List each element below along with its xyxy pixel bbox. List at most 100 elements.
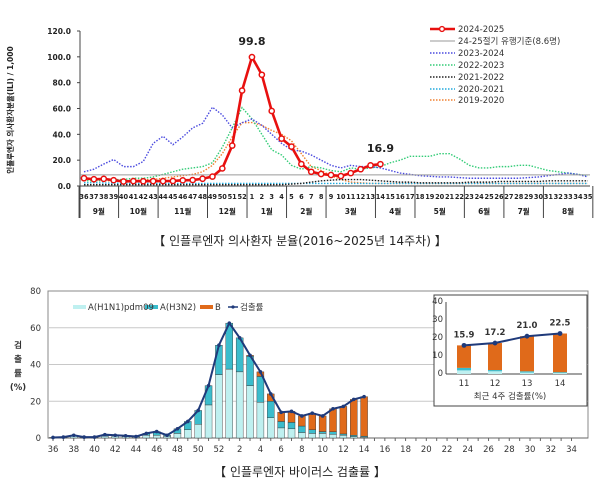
month-label: 3월 [345, 206, 357, 216]
data-point [307, 168, 315, 176]
x-tick-label: 52 [214, 445, 225, 455]
y-tick-label: 60.0 [52, 105, 71, 114]
y-axis-label: 출 [14, 354, 22, 365]
data-point [298, 160, 305, 168]
data-point [248, 353, 252, 358]
x-tick-label: 14 [359, 445, 370, 455]
week-label: 35 [583, 193, 593, 201]
data-point [300, 414, 304, 418]
week-label: 11 [346, 193, 356, 201]
inset-y-tick-label: 40 [432, 297, 443, 307]
bar-A(H1N1)pdm09 [184, 429, 192, 439]
data-point [149, 177, 157, 185]
data-point [82, 435, 86, 439]
data-point [120, 178, 127, 185]
week-label: 49 [208, 193, 218, 201]
data-point [179, 176, 187, 184]
week-label: 7 [309, 193, 314, 201]
legend-swatch [73, 305, 86, 309]
week-label: 5 [289, 193, 294, 201]
data-point [130, 177, 137, 185]
y-tick-label: 120.0 [47, 27, 71, 36]
data-point [189, 176, 197, 184]
inset-bar-B [457, 345, 471, 368]
bar-A(H1N1)pdm09 [215, 374, 223, 439]
data-point [279, 410, 283, 415]
data-point [51, 435, 55, 440]
inset-data-point [461, 342, 467, 348]
inset-rate-line [463, 332, 561, 347]
bar-A(H3N2) [308, 429, 316, 434]
legend-swatch [200, 305, 213, 309]
data-point [90, 175, 98, 183]
bar-A(H3N2) [277, 421, 285, 429]
legend-label: A(H3N2) [160, 303, 196, 313]
week-label: 3 [269, 193, 274, 201]
legend-swatch [145, 305, 158, 309]
week-label: 48 [198, 193, 208, 201]
data-point [218, 165, 226, 172]
detection-rate-chart [47, 290, 589, 441]
bar-A(H1N1)pdm09 [246, 385, 254, 439]
data-point [327, 171, 335, 179]
bar-B [350, 399, 358, 436]
bar-A(H1N1)pdm09 [142, 435, 151, 439]
data-point [110, 176, 117, 184]
bar-A(H1N1)pdm09 [152, 435, 161, 439]
data-point [237, 336, 242, 340]
month-label: 12월 [219, 206, 236, 216]
legend-label: A(H1N1)pdm09 [88, 303, 154, 313]
y-axis-label: 인플루엔자 의사환자분율(ILI) / 1,000 [5, 46, 15, 173]
y-tick-label: 60 [30, 324, 41, 334]
bar-A(H3N2) [256, 376, 265, 403]
data-point [248, 53, 256, 61]
bar-A(H1N1)pdm09 [298, 432, 306, 439]
inset-data-point [492, 340, 498, 346]
x-tick-label: 22 [442, 445, 453, 455]
inset-bar-A(H3N2) [457, 367, 471, 371]
x-tick-label: 50 [193, 445, 204, 455]
x-tick-label: 30 [525, 445, 536, 455]
legend-label: 2022-2023 [458, 61, 504, 71]
data-point [258, 370, 263, 374]
week-label: 40 [119, 193, 129, 201]
inset-y-tick-label: 30 [432, 315, 443, 325]
bar-A(H1N1)pdm09 [235, 371, 244, 439]
week-label: 46 [178, 193, 188, 201]
y-axis-label: 검 [14, 340, 22, 351]
data-point [113, 433, 118, 438]
bar-A(H3N2) [215, 345, 223, 375]
bar-A(H1N1)pdm09 [277, 427, 285, 439]
week-label: 52 [237, 193, 247, 201]
series-line-2020-2021 [84, 182, 588, 185]
data-point [268, 107, 276, 115]
bar-A(H3N2) [298, 425, 306, 433]
y-axis-label: (%) [10, 383, 26, 393]
data-point [159, 177, 167, 185]
data-point [165, 433, 169, 438]
week-label: 47 [188, 193, 198, 201]
x-tick-label: 38 [68, 445, 79, 455]
week-label: 18 [415, 193, 425, 201]
x-tick-label: 10 [317, 445, 328, 455]
inset-bar-A(H1N1)pdm09 [488, 371, 502, 374]
week-label: 50 [218, 193, 228, 201]
inset-x-axis-label: 최근 4주 검출률(%) [474, 391, 546, 402]
x-tick-label: 4 [258, 445, 263, 455]
week-label: 29 [524, 193, 534, 201]
bar-A(H3N2) [318, 431, 327, 434]
bar-A(H3N2) [204, 385, 213, 406]
data-point [196, 408, 200, 413]
legend-label: 2021-2022 [458, 73, 504, 83]
inset-bar-B [520, 336, 534, 372]
data-point [227, 321, 232, 325]
week-label: 42 [139, 193, 149, 201]
bar-A(H1N1)pdm09 [173, 433, 182, 439]
x-tick-label: 40 [89, 445, 100, 455]
week-label: 38 [99, 193, 109, 201]
data-point [341, 404, 346, 409]
month-label: 11월 [174, 206, 191, 216]
week-label: 21 [445, 193, 455, 201]
series-line-2021-2022 [84, 178, 588, 186]
